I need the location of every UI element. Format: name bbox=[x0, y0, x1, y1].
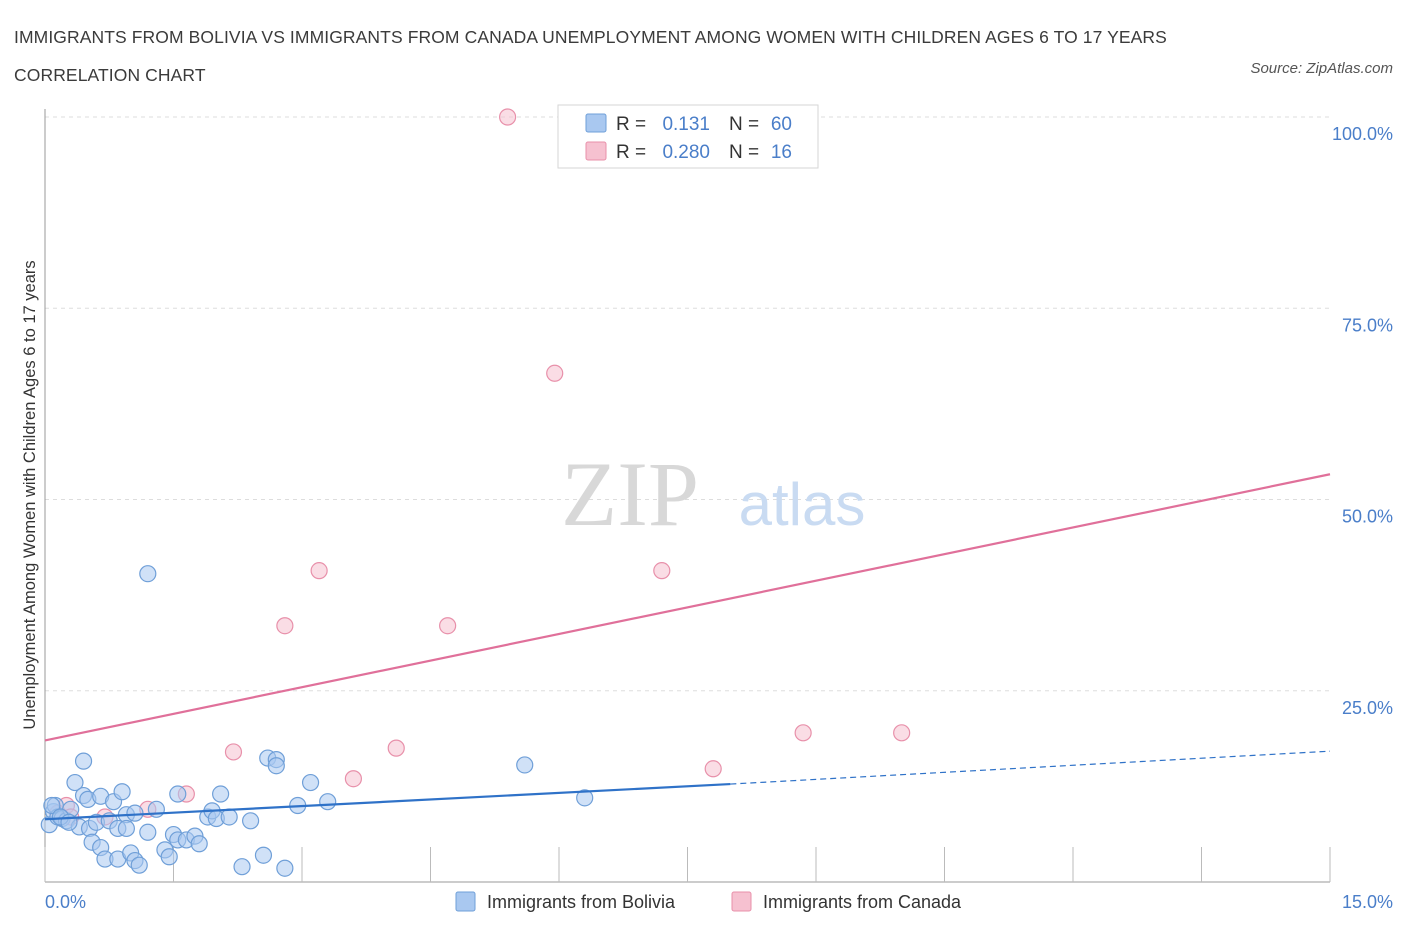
tick-labels: 25.0% 50.0% 75.0% 100.0% 0.0% 15.0% bbox=[45, 124, 1393, 912]
data-point-bolivia bbox=[126, 804, 144, 822]
data-point-bolivia bbox=[516, 756, 534, 774]
legend-r-label: R = bbox=[616, 142, 646, 163]
data-point-bolivia bbox=[66, 773, 84, 792]
data-point-canada bbox=[224, 743, 243, 761]
data-point-bolivia bbox=[576, 789, 594, 807]
legend-swatch-canada bbox=[731, 891, 752, 912]
data-point-bolivia bbox=[43, 796, 61, 815]
data-point-bolivia bbox=[139, 565, 157, 583]
data-point-bolivia bbox=[190, 835, 208, 853]
trend-line-bolivia bbox=[44, 782, 731, 821]
data-point-canada bbox=[653, 562, 671, 580]
legend-n-label: N = bbox=[729, 114, 759, 135]
legend-swatch-canada bbox=[585, 141, 607, 161]
x-tick-label: 0.0% bbox=[45, 892, 86, 912]
legend-label-bolivia: Immigrants from Bolivia bbox=[487, 892, 676, 912]
data-point-canada bbox=[387, 739, 405, 757]
source-label: Source: ZipAtlas.com bbox=[1250, 60, 1393, 77]
y-tick-label: 100.0% bbox=[1332, 124, 1393, 144]
legend-n-label: N = bbox=[729, 142, 759, 163]
data-point-canada bbox=[344, 770, 362, 788]
legend-label-canada: Immigrants from Canada bbox=[763, 892, 962, 912]
data-point-canada bbox=[546, 364, 564, 382]
data-point-bolivia bbox=[113, 783, 131, 801]
data-point-canada bbox=[794, 724, 812, 742]
data-point-bolivia bbox=[276, 859, 294, 877]
data-point-canada bbox=[439, 617, 457, 635]
legend-r-value-bolivia: 0.131 bbox=[662, 114, 710, 135]
data-point-canada bbox=[704, 760, 722, 778]
y-tick-label: 50.0% bbox=[1342, 507, 1393, 527]
watermark-zip: ZIP bbox=[561, 443, 699, 545]
legend-r-label: R = bbox=[616, 114, 646, 135]
y-tick-label: 25.0% bbox=[1342, 698, 1393, 718]
data-point-bolivia bbox=[169, 785, 187, 803]
legend-n-value-canada: 16 bbox=[771, 142, 792, 163]
data-point-bolivia bbox=[130, 856, 148, 874]
data-point-canada bbox=[499, 108, 517, 126]
data-point-bolivia bbox=[267, 757, 285, 775]
y-axis-label: Unemployment Among Women with Children A… bbox=[21, 260, 39, 729]
stats-legend: R = 0.131 N = 60 R = 0.280 N = 16 bbox=[557, 104, 819, 169]
series-legend: Immigrants from Bolivia Immigrants from … bbox=[455, 891, 962, 912]
legend-n-value-bolivia: 60 bbox=[771, 114, 792, 135]
data-point-bolivia bbox=[212, 785, 230, 803]
chart-title: IMMIGRANTS FROM BOLIVIA VS IMMIGRANTS FR… bbox=[14, 27, 1167, 85]
trend-line-canada bbox=[44, 473, 1331, 742]
data-point-bolivia bbox=[74, 752, 93, 770]
trend-lines bbox=[44, 473, 1331, 821]
data-point-canada bbox=[893, 724, 911, 742]
legend-r-value-canada: 0.280 bbox=[662, 142, 710, 163]
data-point-bolivia bbox=[233, 858, 251, 876]
legend-swatch-bolivia bbox=[585, 113, 607, 133]
watermark-atlas: atlas bbox=[739, 471, 866, 538]
data-point-bolivia bbox=[242, 812, 260, 830]
y-tick-label: 75.0% bbox=[1342, 315, 1393, 335]
grid-lines bbox=[45, 116, 1330, 692]
legend-swatch-bolivia bbox=[455, 891, 476, 912]
data-point-bolivia bbox=[254, 846, 273, 864]
data-point-bolivia bbox=[139, 823, 157, 841]
data-point-canada bbox=[310, 562, 328, 580]
data-point-bolivia bbox=[160, 848, 178, 866]
series-bolivia-points bbox=[40, 565, 594, 877]
watermark: ZIP atlas bbox=[561, 443, 865, 545]
data-point-bolivia bbox=[220, 808, 238, 826]
axes bbox=[44, 109, 1331, 883]
data-point-bolivia bbox=[117, 819, 135, 838]
trend-line-bolivia-extension bbox=[730, 750, 1331, 785]
data-point-canada bbox=[276, 617, 294, 635]
x-tick-label: 15.0% bbox=[1342, 892, 1393, 912]
data-point-bolivia bbox=[301, 773, 320, 792]
series-canada-points bbox=[49, 108, 911, 826]
data-point-bolivia bbox=[319, 793, 337, 811]
